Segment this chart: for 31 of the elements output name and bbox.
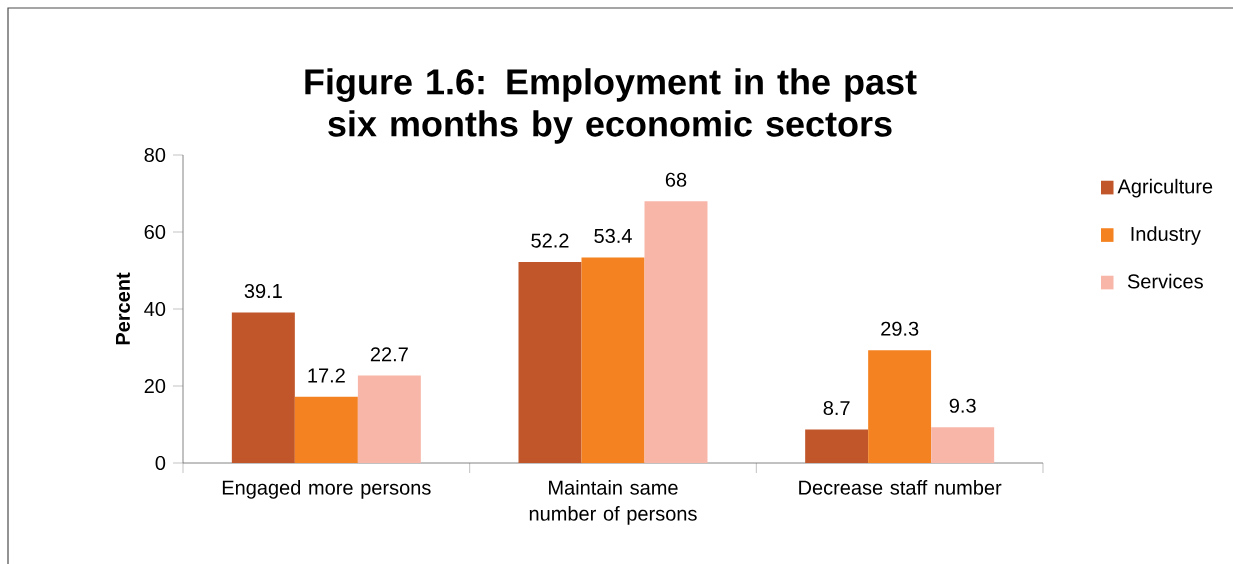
chart-title: Figure 1.6: Employment in the past six months by economic sectors: [305, 68, 917, 144]
bar: [868, 350, 932, 464]
bar: [231, 312, 295, 464]
y-tick-label: 40: [144, 301, 166, 317]
bar: [518, 262, 582, 464]
x-tick-label: Engaged more persons: [222, 480, 431, 499]
data-label: 53.4: [594, 228, 632, 244]
data-label: 29.3: [881, 321, 919, 336]
legend-label: Services: [1127, 273, 1203, 289]
data-label: 8.7: [823, 400, 850, 416]
y-tick-label: 0: [155, 455, 166, 471]
x-tick-label: Decrease staff number: [799, 480, 1002, 495]
data-label: 22.7: [370, 347, 408, 362]
bar: [581, 257, 645, 464]
y-tick-label: 60: [144, 224, 166, 240]
data-label: 52.2: [531, 233, 569, 248]
x-tick-label: Maintain same number of persons: [529, 480, 697, 525]
legend-label: Agriculture: [1117, 178, 1213, 198]
data-label: 17.2: [308, 368, 345, 383]
bar: [644, 201, 708, 464]
legend-label: Industry: [1131, 226, 1201, 245]
bar: [931, 427, 995, 464]
y-tick-label: 80: [144, 147, 166, 163]
y-axis-title: Percent: [115, 272, 130, 345]
bar: [805, 429, 869, 464]
bar: [357, 375, 421, 464]
bar: [294, 396, 358, 464]
data-label: 39.1: [244, 283, 282, 299]
y-tick-label: 20: [144, 378, 166, 394]
data-label: 68: [665, 172, 687, 187]
data-label: 9.3: [949, 398, 976, 413]
